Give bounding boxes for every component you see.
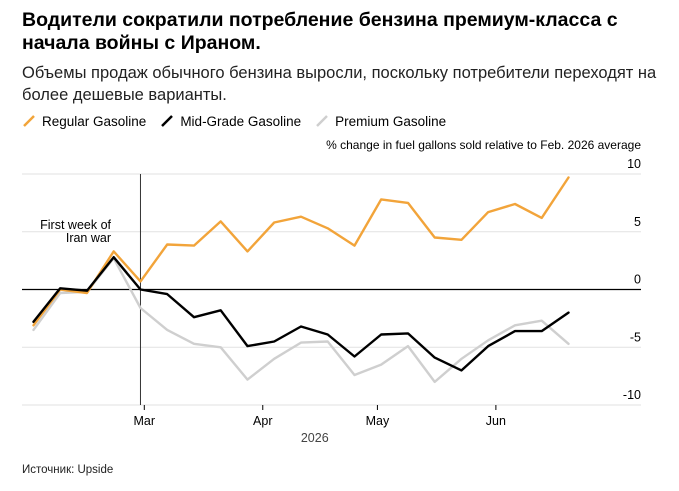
- legend-label-regular: Regular Gasoline: [42, 113, 147, 129]
- series-line-regular-gasoline: [32, 176, 570, 327]
- x-tick-label: Jun: [486, 414, 506, 428]
- legend: Regular Gasoline Mid-Grade Gasoline Prem…: [22, 112, 460, 130]
- legend-label-midgrade: Mid-Grade Gasoline: [180, 113, 302, 129]
- legend-swatch-regular: [23, 115, 35, 127]
- chart-subtitle: Объемы продаж обычного бензина выросли, …: [22, 64, 657, 104]
- x-tick-label: May: [366, 414, 390, 428]
- annotation-text: First week of: [40, 218, 111, 232]
- source-note: Источник: Upside: [22, 464, 114, 476]
- series-line-premium-gasoline: [32, 257, 570, 384]
- legend-item-regular: Regular Gasoline: [22, 114, 146, 129]
- legend-item-midgrade: Mid-Grade Gasoline: [160, 114, 301, 129]
- legend-label-premium: Premium Gasoline: [335, 113, 447, 129]
- annotation-text: Iran war: [66, 231, 111, 245]
- chart-title: Водители сократили потребление бензина п…: [22, 9, 618, 54]
- x-axis-year-label: 2026: [301, 431, 329, 445]
- y-tick-label: 5: [634, 215, 641, 229]
- y-tick-label: -10: [623, 388, 641, 402]
- legend-swatch-midgrade: [161, 115, 174, 127]
- x-tick-label: Mar: [134, 414, 156, 428]
- series-line-mid-grade-gasoline: [32, 256, 570, 372]
- x-tick-label: Apr: [253, 414, 272, 428]
- y-tick-label: 10: [627, 157, 641, 171]
- y-tick-label: 0: [634, 273, 641, 287]
- y-axis-label: % change in fuel gallons sold relative t…: [326, 138, 641, 152]
- legend-item-premium: Premium Gasoline: [315, 114, 446, 129]
- y-tick-label: -5: [630, 330, 641, 344]
- legend-swatch-premium: [316, 115, 329, 127]
